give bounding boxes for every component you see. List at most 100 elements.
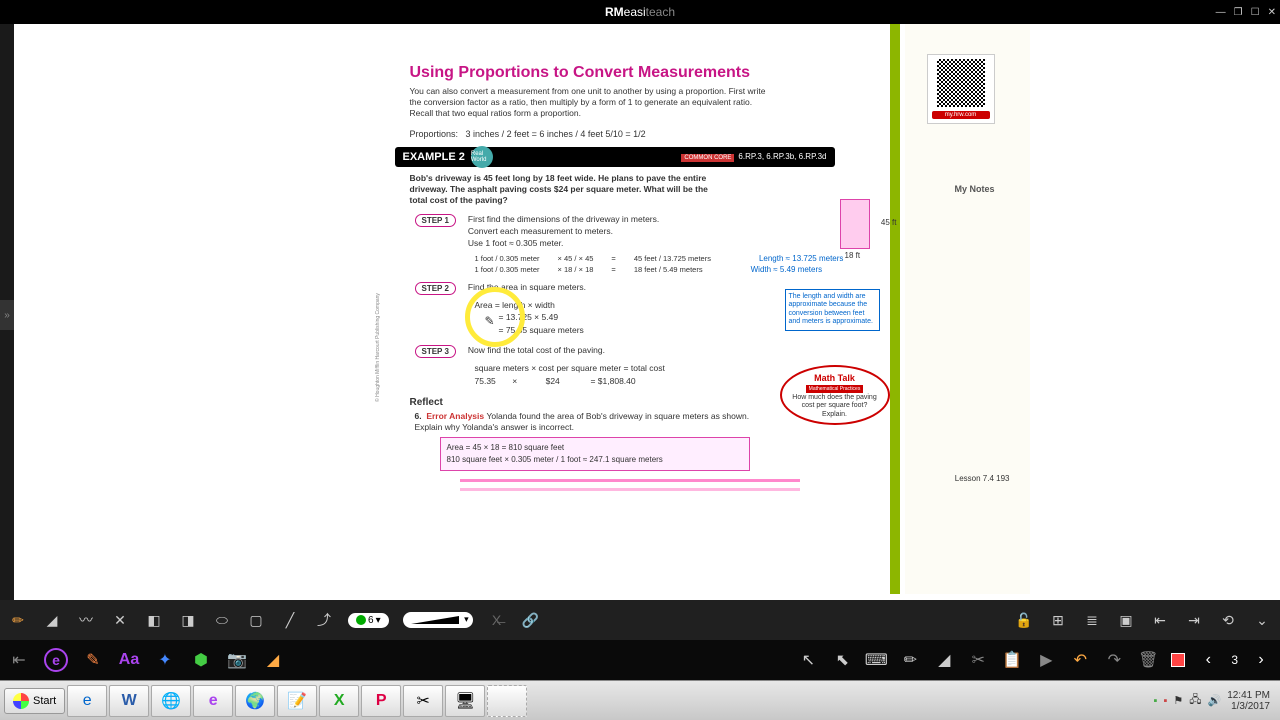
tray-volume-icon[interactable]: 🔊 [1207, 694, 1221, 707]
yolanda-work-box: Area = 45 × 18 = 810 square feet 810 squ… [440, 437, 750, 471]
link-tool-icon[interactable]: 🔗 [521, 610, 541, 630]
windows-orb-icon [13, 693, 29, 709]
taskbar-easiteach[interactable]: e [193, 685, 233, 717]
align-icon[interactable]: ≣ [1082, 610, 1102, 630]
answer-line [460, 479, 800, 482]
erase-icon[interactable]: ◢ [933, 649, 955, 671]
step3-pill: STEP 3 [415, 345, 456, 358]
easiteach-menu-icon[interactable]: e [44, 648, 68, 672]
delete-icon[interactable]: 🗑 [1137, 649, 1159, 671]
close-button[interactable]: ✕ [1268, 7, 1276, 18]
forward-icon[interactable]: ▶ [1035, 649, 1057, 671]
widgets-icon[interactable]: ⬢ [190, 649, 212, 671]
eraser-icon[interactable]: ◢ [262, 649, 284, 671]
text-strike-icon[interactable]: X̶ [487, 610, 507, 630]
more-icon[interactable]: ⌄ [1252, 610, 1272, 630]
taskbar-word[interactable]: W [109, 685, 149, 717]
pen-icon[interactable]: ✏ [899, 649, 921, 671]
lock-icon[interactable]: 🔓 [1014, 610, 1034, 630]
taskbar-clock[interactable]: 12:41 PM 1/3/2017 [1227, 690, 1276, 712]
taskbar-excel[interactable]: X [319, 685, 359, 717]
maximize-button[interactable]: ☐ [1251, 7, 1260, 18]
lesson-footer: Lesson 7.4 193 [955, 474, 1010, 483]
marker-tool-icon[interactable]: 〰 [76, 610, 96, 630]
taskbar-app3[interactable] [487, 685, 527, 717]
taskbar-ie[interactable]: e [67, 685, 107, 717]
taskbar-powerpoint[interactable]: P [361, 685, 401, 717]
real-world-badge: Real World [471, 146, 493, 168]
cut-icon[interactable]: ✂ [967, 649, 989, 671]
taskbar-snip[interactable]: ✂ [403, 685, 443, 717]
step3-row: STEP 3 Now find the total cost of the pa… [415, 345, 1030, 358]
flip-v-icon[interactable]: ⇥ [1184, 610, 1204, 630]
standards-text: COMMON CORE6.RP.3, 6.RP.3b, 6.RP.3d [681, 152, 826, 161]
side-panel-toggle[interactable]: » [0, 300, 14, 330]
erase-large-icon[interactable]: ◨ [178, 610, 198, 630]
driveway-diagram: 45 ft 18 ft [840, 199, 870, 249]
windows-taskbar: Start e W 🌐 e 🌍 📝 X P ✂ 🖥 ▪ ▪ ⚑ 🖧 🔊 12:4… [0, 680, 1280, 720]
page-title: Using Proportions to Convert Measurement… [410, 64, 770, 82]
next-page-icon[interactable]: › [1250, 649, 1272, 671]
tray-icon[interactable]: ▪ [1163, 695, 1167, 707]
tray-icon[interactable]: ⚑ [1173, 694, 1183, 707]
layer-icon[interactable]: ▣ [1116, 610, 1136, 630]
dropdown-icon: ▾ [464, 614, 469, 625]
dropdown-icon: ▾ [376, 615, 381, 626]
area-calculation: Area = length × width = 13.725 × 5.49 = … [475, 299, 1030, 337]
line-tool-icon[interactable]: ╱ [280, 610, 300, 630]
taskbar-chrome[interactable]: 🌐 [151, 685, 191, 717]
taskbar-app2[interactable]: 🖥 [445, 685, 485, 717]
example-label: EXAMPLE 2 [403, 151, 465, 163]
paste-icon[interactable]: 📋 [1001, 649, 1023, 671]
step1-row: STEP 1 First find the dimensions of the … [415, 214, 1030, 250]
step1-text: First find the dimensions of the drivewa… [468, 214, 659, 224]
reflect-heading: Reflect [410, 397, 1030, 408]
undo-icon[interactable]: ↶ [1069, 649, 1091, 671]
stroke-size-value: 6 [368, 615, 374, 626]
stroke-color-swatch [356, 615, 366, 625]
restore-button[interactable]: ❐ [1234, 7, 1243, 18]
page-number: 3 [1231, 653, 1238, 667]
answer-line [460, 488, 800, 491]
pointer-icon[interactable]: ↖ [797, 649, 819, 671]
erase-small-icon[interactable]: ◧ [144, 610, 164, 630]
titlebar: RMeasiteach — ❐ ☐ ✕ [0, 0, 1280, 24]
system-tray: ▪ ▪ ⚑ 🖧 🔊 12:41 PM 1/3/2017 [1154, 690, 1276, 712]
pen-tool-icon[interactable]: ✏ [8, 610, 28, 630]
shape-tool-icon[interactable]: ▢ [246, 610, 266, 630]
redo-icon[interactable]: ↷ [1103, 649, 1125, 671]
main-toolbar: ⇤ e ✎ Aa ✦ ⬢ 📷 ◢ ↖ ⬉ ⌨ ✏ ◢ ✂ 📋 ▶ ↶ ↷ 🗑 ‹… [0, 640, 1280, 680]
record-icon[interactable] [1171, 653, 1185, 667]
minimize-button[interactable]: — [1216, 7, 1226, 18]
taskbar-browser[interactable]: 🌍 [235, 685, 275, 717]
effects-icon[interactable]: ✦ [154, 649, 176, 671]
drawing-toolbar: ✏ ◢ 〰 ✕ ◧ ◨ ⬭ ▢ ╱ ⤴ 6 ▾ ▾ X̶ 🔗 🔓 ⊞ ≣ ▣ ⇤… [0, 600, 1280, 640]
highlighter-tool-icon[interactable]: ◢ [42, 610, 62, 630]
proportions-line: Proportions: 3 inches / 2 feet = 6 inche… [410, 129, 1030, 139]
canvas-area[interactable]: my.hrw.com My Notes Using Proportions to… [14, 24, 1280, 600]
taskbar-app1[interactable]: 📝 [277, 685, 317, 717]
camera-icon[interactable]: 📷 [226, 649, 248, 671]
tray-icon[interactable]: ▪ [1154, 695, 1158, 707]
stroke-width-selector[interactable]: ▾ [403, 612, 473, 628]
collapse-icon[interactable]: ⇤ [8, 649, 30, 671]
draw-mode-icon[interactable]: ✎ [82, 649, 104, 671]
document-page: my.hrw.com My Notes Using Proportions to… [265, 24, 1030, 600]
start-button[interactable]: Start [4, 688, 65, 714]
fill-tool-icon[interactable]: ⬭ [212, 610, 232, 630]
example-header: EXAMPLE 2 Real World COMMON CORE6.RP.3, … [395, 147, 835, 167]
tray-network-icon[interactable]: 🖧 [1189, 691, 1201, 710]
step3-text: Now find the total cost of the paving. [468, 345, 748, 357]
select-icon[interactable]: ⬉ [831, 649, 853, 671]
flip-h-icon[interactable]: ⇤ [1150, 610, 1170, 630]
connector-tool-icon[interactable]: ⤴ [314, 610, 334, 630]
text-mode-icon[interactable]: Aa [118, 649, 140, 671]
math-talk-bubble: Math Talk Mathematical Practices How muc… [780, 365, 890, 425]
stroke-color-selector[interactable]: 6 ▾ [348, 613, 389, 628]
prev-page-icon[interactable]: ‹ [1197, 649, 1219, 671]
keyboard-icon[interactable]: ⌨ [865, 649, 887, 671]
rotate-icon[interactable]: ⟲ [1218, 610, 1238, 630]
problem-text: Bob's driveway is 45 feet long by 18 fee… [410, 173, 720, 206]
eraser-tool-icon[interactable]: ✕ [110, 610, 130, 630]
group-icon[interactable]: ⊞ [1048, 610, 1068, 630]
